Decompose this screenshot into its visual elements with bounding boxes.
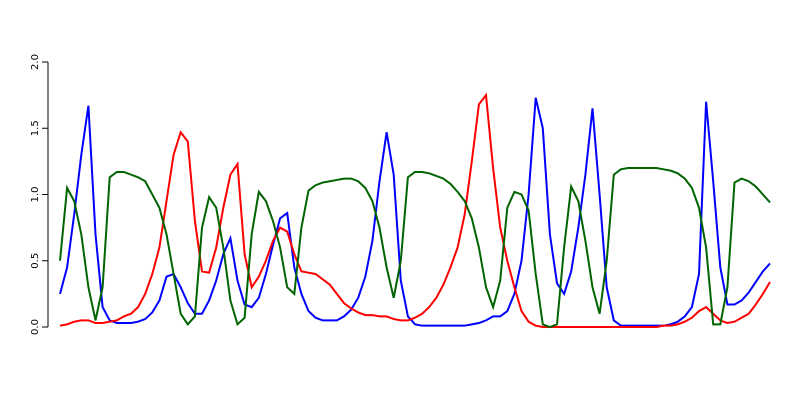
y-tick-label: 2.0 (30, 54, 41, 70)
y-tick-label: 0.5 (30, 253, 41, 269)
y-tick-label: 0.0 (30, 319, 41, 335)
series-line (59, 92, 771, 328)
y-tick-label: 1.0 (30, 187, 41, 203)
series-line (59, 97, 771, 327)
series-line (59, 167, 771, 329)
y-tick-label: 1.5 (30, 120, 41, 136)
